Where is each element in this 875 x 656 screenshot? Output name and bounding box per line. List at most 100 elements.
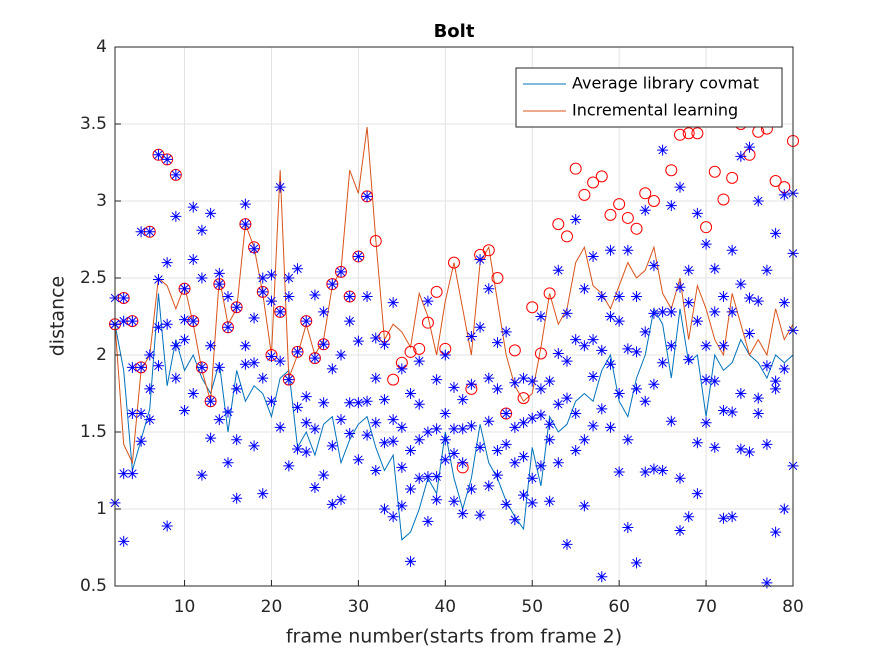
star-marker — [735, 443, 747, 455]
star-marker — [387, 414, 399, 426]
star-marker — [344, 315, 356, 327]
star-marker — [596, 344, 608, 356]
star-marker — [700, 374, 712, 386]
star-marker — [413, 434, 425, 446]
star-marker — [561, 355, 573, 367]
star-marker — [257, 272, 269, 284]
star-marker — [300, 417, 312, 429]
star-marker — [405, 388, 417, 399]
star-marker — [709, 441, 721, 453]
star-marker — [135, 361, 147, 373]
circle-marker — [561, 230, 573, 243]
star-marker — [509, 421, 521, 433]
star-marker — [239, 218, 251, 230]
star-marker — [570, 444, 582, 456]
circle-marker — [543, 287, 556, 300]
circle-marker — [404, 345, 417, 358]
star-marker — [239, 198, 251, 210]
star-marker — [491, 337, 503, 349]
y-tick-label: 0.5 — [80, 576, 107, 596]
star-marker — [770, 227, 782, 239]
star-marker — [396, 500, 408, 512]
star-marker — [135, 226, 147, 238]
star-marker — [587, 420, 599, 432]
star-marker — [613, 388, 625, 399]
star-marker — [717, 290, 729, 302]
star-marker — [491, 383, 503, 395]
circle-marker — [726, 171, 739, 184]
star-marker — [518, 489, 530, 501]
star-marker — [674, 525, 686, 537]
star-marker — [300, 391, 312, 403]
star-marker — [309, 481, 321, 493]
star-marker — [378, 338, 390, 350]
star-marker — [326, 440, 338, 452]
star-marker — [222, 457, 234, 469]
star-marker — [552, 347, 564, 359]
star-marker — [144, 414, 156, 426]
star-marker — [457, 423, 469, 435]
star-marker — [352, 250, 364, 262]
star-marker — [535, 383, 547, 395]
star-marker — [344, 290, 356, 302]
star-marker — [683, 264, 695, 276]
star-marker — [257, 372, 269, 384]
circle-marker — [665, 164, 678, 177]
star-marker — [674, 472, 686, 484]
star-marker — [683, 511, 695, 523]
star-marker — [518, 451, 530, 463]
star-marker — [274, 181, 286, 193]
star-marker — [318, 338, 330, 350]
star-marker — [335, 414, 347, 426]
star-marker — [483, 372, 495, 384]
circle-marker — [578, 188, 591, 201]
star-marker — [570, 213, 582, 225]
star-marker — [457, 508, 469, 520]
star-marker — [604, 311, 616, 322]
star-marker — [431, 494, 443, 506]
star-marker — [665, 200, 677, 212]
star-marker — [396, 363, 408, 375]
star-marker — [491, 444, 503, 456]
star-marker — [744, 446, 756, 458]
star-marker — [431, 374, 443, 386]
star-marker — [300, 315, 312, 327]
star-marker — [465, 331, 477, 343]
star-marker — [213, 361, 225, 373]
star-marker — [552, 264, 564, 276]
star-marker — [448, 495, 460, 507]
star-marker — [431, 471, 443, 483]
star-marker — [639, 204, 651, 216]
star-marker — [526, 472, 538, 484]
x-tick-label: 80 — [782, 597, 804, 617]
star-marker — [170, 210, 182, 222]
y-tick-label: 3 — [96, 191, 107, 211]
star-marker — [657, 357, 669, 369]
star-marker — [126, 315, 138, 327]
circle-marker — [604, 208, 617, 221]
star-marker — [700, 238, 712, 250]
star-marker — [726, 511, 738, 523]
star-marker — [118, 468, 130, 480]
circle-marker — [448, 256, 460, 269]
star-marker — [778, 297, 790, 309]
star-marker — [683, 297, 695, 309]
star-marker — [118, 292, 130, 304]
star-marker — [648, 307, 660, 319]
star-marker — [596, 403, 608, 415]
star-marker — [657, 144, 669, 156]
star-marker — [144, 226, 156, 238]
star-marker — [518, 372, 530, 384]
circle-marker — [491, 272, 504, 284]
star-marker — [248, 357, 260, 369]
star-marker — [196, 361, 208, 373]
star-marker — [152, 360, 164, 372]
x-tick-label: 50 — [521, 597, 543, 617]
star-marker — [205, 432, 217, 444]
star-marker — [561, 538, 573, 550]
star-marker — [631, 346, 643, 358]
star-marker — [561, 307, 573, 319]
circle-marker — [595, 170, 608, 183]
star-marker — [335, 494, 347, 506]
